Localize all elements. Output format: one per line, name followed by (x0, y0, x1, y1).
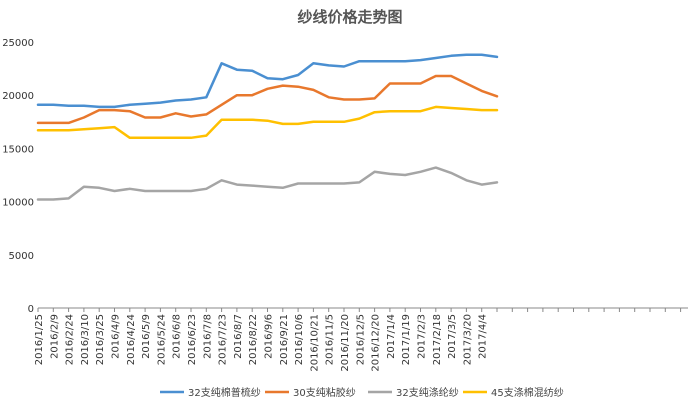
x-tick-label: 2017/4/4 (478, 314, 489, 359)
y-tick-label: 5000 (9, 251, 34, 262)
x-tick-label: 2017/2/18 (432, 314, 443, 365)
x-tick-label: 2016/10/6 (294, 314, 305, 365)
series-layer (36, 53, 499, 201)
legend-item: 45支涤棉混纺纱 (463, 386, 564, 399)
x-tick-label: 2017/3/20 (462, 314, 473, 365)
chart-title: 纱线价格走势图 (297, 8, 402, 26)
x-tick-label: 2016/5/24 (156, 314, 167, 365)
legend-label: 32支纯棉普梳纱 (188, 386, 261, 399)
series-line-2 (36, 74, 499, 125)
x-tick-label: 2016/8/7 (233, 314, 244, 359)
x-tick-label: 2016/12/20 (371, 314, 382, 372)
legend-item: 32支纯棉普梳纱 (160, 386, 261, 399)
x-tick-label: 2016/2/9 (49, 314, 60, 359)
x-tick-label: 2017/3/5 (447, 314, 458, 359)
x-axis: 2016/1/25 2016/2/9 2016/2/24 2016/3/10 2016/… (34, 307, 688, 372)
x-tick-label: 2016/11/20 (340, 314, 351, 372)
x-tick-label: 2016/4/9 (111, 314, 122, 359)
x-tick-label: 2016/2/24 (65, 314, 76, 365)
x-tick-label: 2016/9/6 (264, 314, 275, 359)
legend-label: 32支纯涤纶纱 (396, 386, 459, 399)
x-tick-label: 2016/6/8 (172, 314, 183, 359)
x-tick-label: 2016/3/10 (80, 314, 91, 365)
series-line-3 (36, 166, 499, 201)
x-tick-label: 2016/10/21 (309, 314, 320, 372)
legend-label: 45支涤棉混纺纱 (491, 386, 564, 399)
y-tick-label: 15000 (2, 144, 34, 155)
legend-item: 30支纯粘胶纱 (265, 386, 356, 399)
x-tick-label: 2016/3/25 (95, 314, 106, 365)
x-tick-label: 2016/4/24 (126, 314, 137, 365)
y-axis: 0 5000 10000 15000 20000 25000 (2, 38, 34, 315)
x-tick-label: 2017/2/3 (417, 314, 428, 359)
y-tick-label: 10000 (2, 198, 34, 209)
legend: 32支纯棉普梳纱 30支纯粘胶纱 32支纯涤纶纱 45支涤棉混纺纱 (160, 386, 564, 399)
y-tick-label: 0 (28, 304, 34, 315)
x-tick-label: 2016/7/23 (218, 314, 229, 365)
x-tick-label: 2016/7/8 (202, 314, 213, 359)
series-line-4 (36, 105, 499, 140)
x-tick-label: 2016/11/5 (325, 314, 336, 365)
x-tick-label: 2016/8/22 (248, 314, 259, 365)
x-tick-label: 2016/9/21 (279, 314, 290, 365)
x-tick-label: 2017/1/19 (401, 314, 412, 365)
y-tick-label: 20000 (2, 91, 34, 102)
x-tick-label: 2016/6/23 (187, 314, 198, 365)
legend-item: 32支纯涤纶纱 (368, 386, 459, 399)
legend-label: 30支纯粘胶纱 (293, 386, 356, 399)
x-tick-label: 2017/1/4 (386, 314, 397, 359)
series-line-1 (36, 53, 499, 109)
x-tick-label: 2016/1/25 (34, 314, 45, 365)
x-tick-label: 2016/12/5 (355, 314, 366, 365)
y-tick-label: 25000 (2, 38, 34, 49)
x-tick-label: 2016/5/9 (141, 314, 152, 359)
